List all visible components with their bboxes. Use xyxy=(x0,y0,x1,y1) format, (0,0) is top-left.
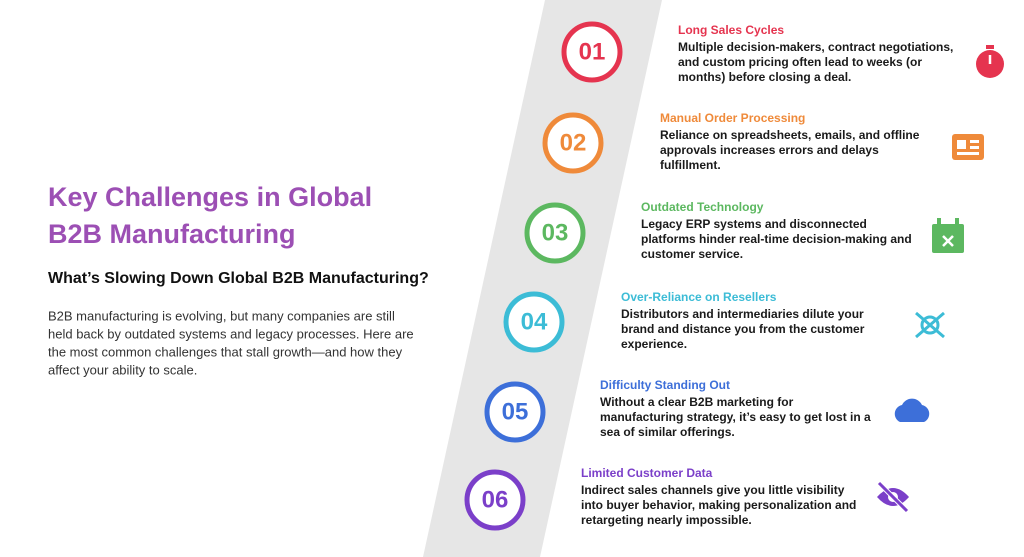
item-description: Distributors and intermediaries dilute y… xyxy=(621,307,864,321)
number: 05 xyxy=(502,398,529,425)
item-description: experience. xyxy=(621,337,687,351)
item-title: Outdated Technology xyxy=(641,200,764,214)
number-circle xyxy=(561,21,623,83)
item-description: manufacturing strategy, it’s easy to get… xyxy=(600,410,871,424)
challenge-item: 03 Outdated Technology Legacy ERP systems … xyxy=(524,200,964,264)
number: 01 xyxy=(579,38,606,65)
body-text: B2B manufacturing is evolving, but many … xyxy=(48,308,414,377)
challenge-item: 01 Long Sales Cycles Multiple decision-mak… xyxy=(561,21,1004,84)
item-description: Indirect sales channels give you little … xyxy=(581,483,845,497)
body-line: the most common challenges that stall gr… xyxy=(48,344,403,359)
title: B2B Manufacturing xyxy=(48,219,296,249)
icon-shape xyxy=(957,140,966,149)
item-title: Limited Customer Data xyxy=(581,466,713,480)
icon xyxy=(915,311,945,339)
title: Key Challenges in Global xyxy=(48,182,372,212)
number-circle xyxy=(484,381,546,443)
item-description: sea of similar offerings. xyxy=(600,425,735,439)
challenge-item: 04 Over-Reliance on Resellers Distributors… xyxy=(503,290,945,353)
icon-shape xyxy=(920,315,940,335)
icon-shape xyxy=(894,398,930,422)
icon xyxy=(894,398,930,422)
item-description: and custom pricing often lead to weeks (… xyxy=(678,55,922,69)
challenge-item: 06 Limited Customer Data Indirect sales ch… xyxy=(464,466,909,531)
item-description: Multiple decision-makers, contract negot… xyxy=(678,40,953,54)
number: 06 xyxy=(482,486,509,513)
icon-shape xyxy=(937,218,941,226)
item-description: approvals increases errors and delays xyxy=(660,143,879,157)
icon xyxy=(877,481,909,513)
challenge-item: 05 Difficulty Standing Out Without a clear… xyxy=(484,378,930,443)
challenge-item: 02 Manual Order Processing Reliance on spr… xyxy=(542,111,984,174)
item-description: platforms hinder real-time decision-maki… xyxy=(641,232,912,246)
item-description: retargeting nearly impossible. xyxy=(581,513,752,527)
icon-shape xyxy=(970,146,979,149)
item-title: Long Sales Cycles xyxy=(678,23,784,37)
number: 04 xyxy=(521,308,548,335)
item-description: Without a clear B2B marketing for xyxy=(600,395,794,409)
item-description: Reliance on spreadsheets, emails, and of… xyxy=(660,128,920,142)
item-title: Manual Order Processing xyxy=(660,111,805,125)
item-description: Legacy ERP systems and disconnected xyxy=(641,217,867,231)
number: 03 xyxy=(542,219,569,246)
icon-shape xyxy=(970,140,979,143)
icon xyxy=(976,45,1004,78)
number-circle xyxy=(524,202,586,264)
item-description: brand and distance you from the customer xyxy=(621,322,865,336)
item-description: fulfillment. xyxy=(660,158,721,172)
item-description: months) before closing a deal. xyxy=(678,70,851,84)
number: 02 xyxy=(560,129,587,156)
icon-shape xyxy=(955,218,959,226)
icon-shape xyxy=(877,481,909,513)
number-circle xyxy=(542,112,604,174)
icon-shape xyxy=(915,311,945,339)
icon-shape xyxy=(957,152,979,155)
number-circle xyxy=(464,469,526,531)
item-description: into buyer behavior, making personalizat… xyxy=(581,498,856,512)
body-line: B2B manufacturing is evolving, but many … xyxy=(48,308,395,323)
item-description: customer service. xyxy=(641,247,743,261)
body-line: held back by outdated systems and legacy… xyxy=(48,326,414,341)
subtitle: What’s Slowing Down Global B2B Manufactu… xyxy=(48,270,429,287)
icon-shape xyxy=(952,134,984,160)
items: 01 Long Sales Cycles Multiple decision-mak… xyxy=(464,21,1004,531)
icon-shape xyxy=(986,45,994,49)
icon xyxy=(932,218,964,253)
item-title: Difficulty Standing Out xyxy=(600,378,730,392)
icon xyxy=(952,134,984,160)
body-line: affect your ability to scale. xyxy=(48,362,197,377)
icon-shape xyxy=(932,224,964,253)
item-title: Over-Reliance on Resellers xyxy=(621,290,777,304)
icon-shape xyxy=(942,235,954,247)
number-circle xyxy=(503,291,565,353)
